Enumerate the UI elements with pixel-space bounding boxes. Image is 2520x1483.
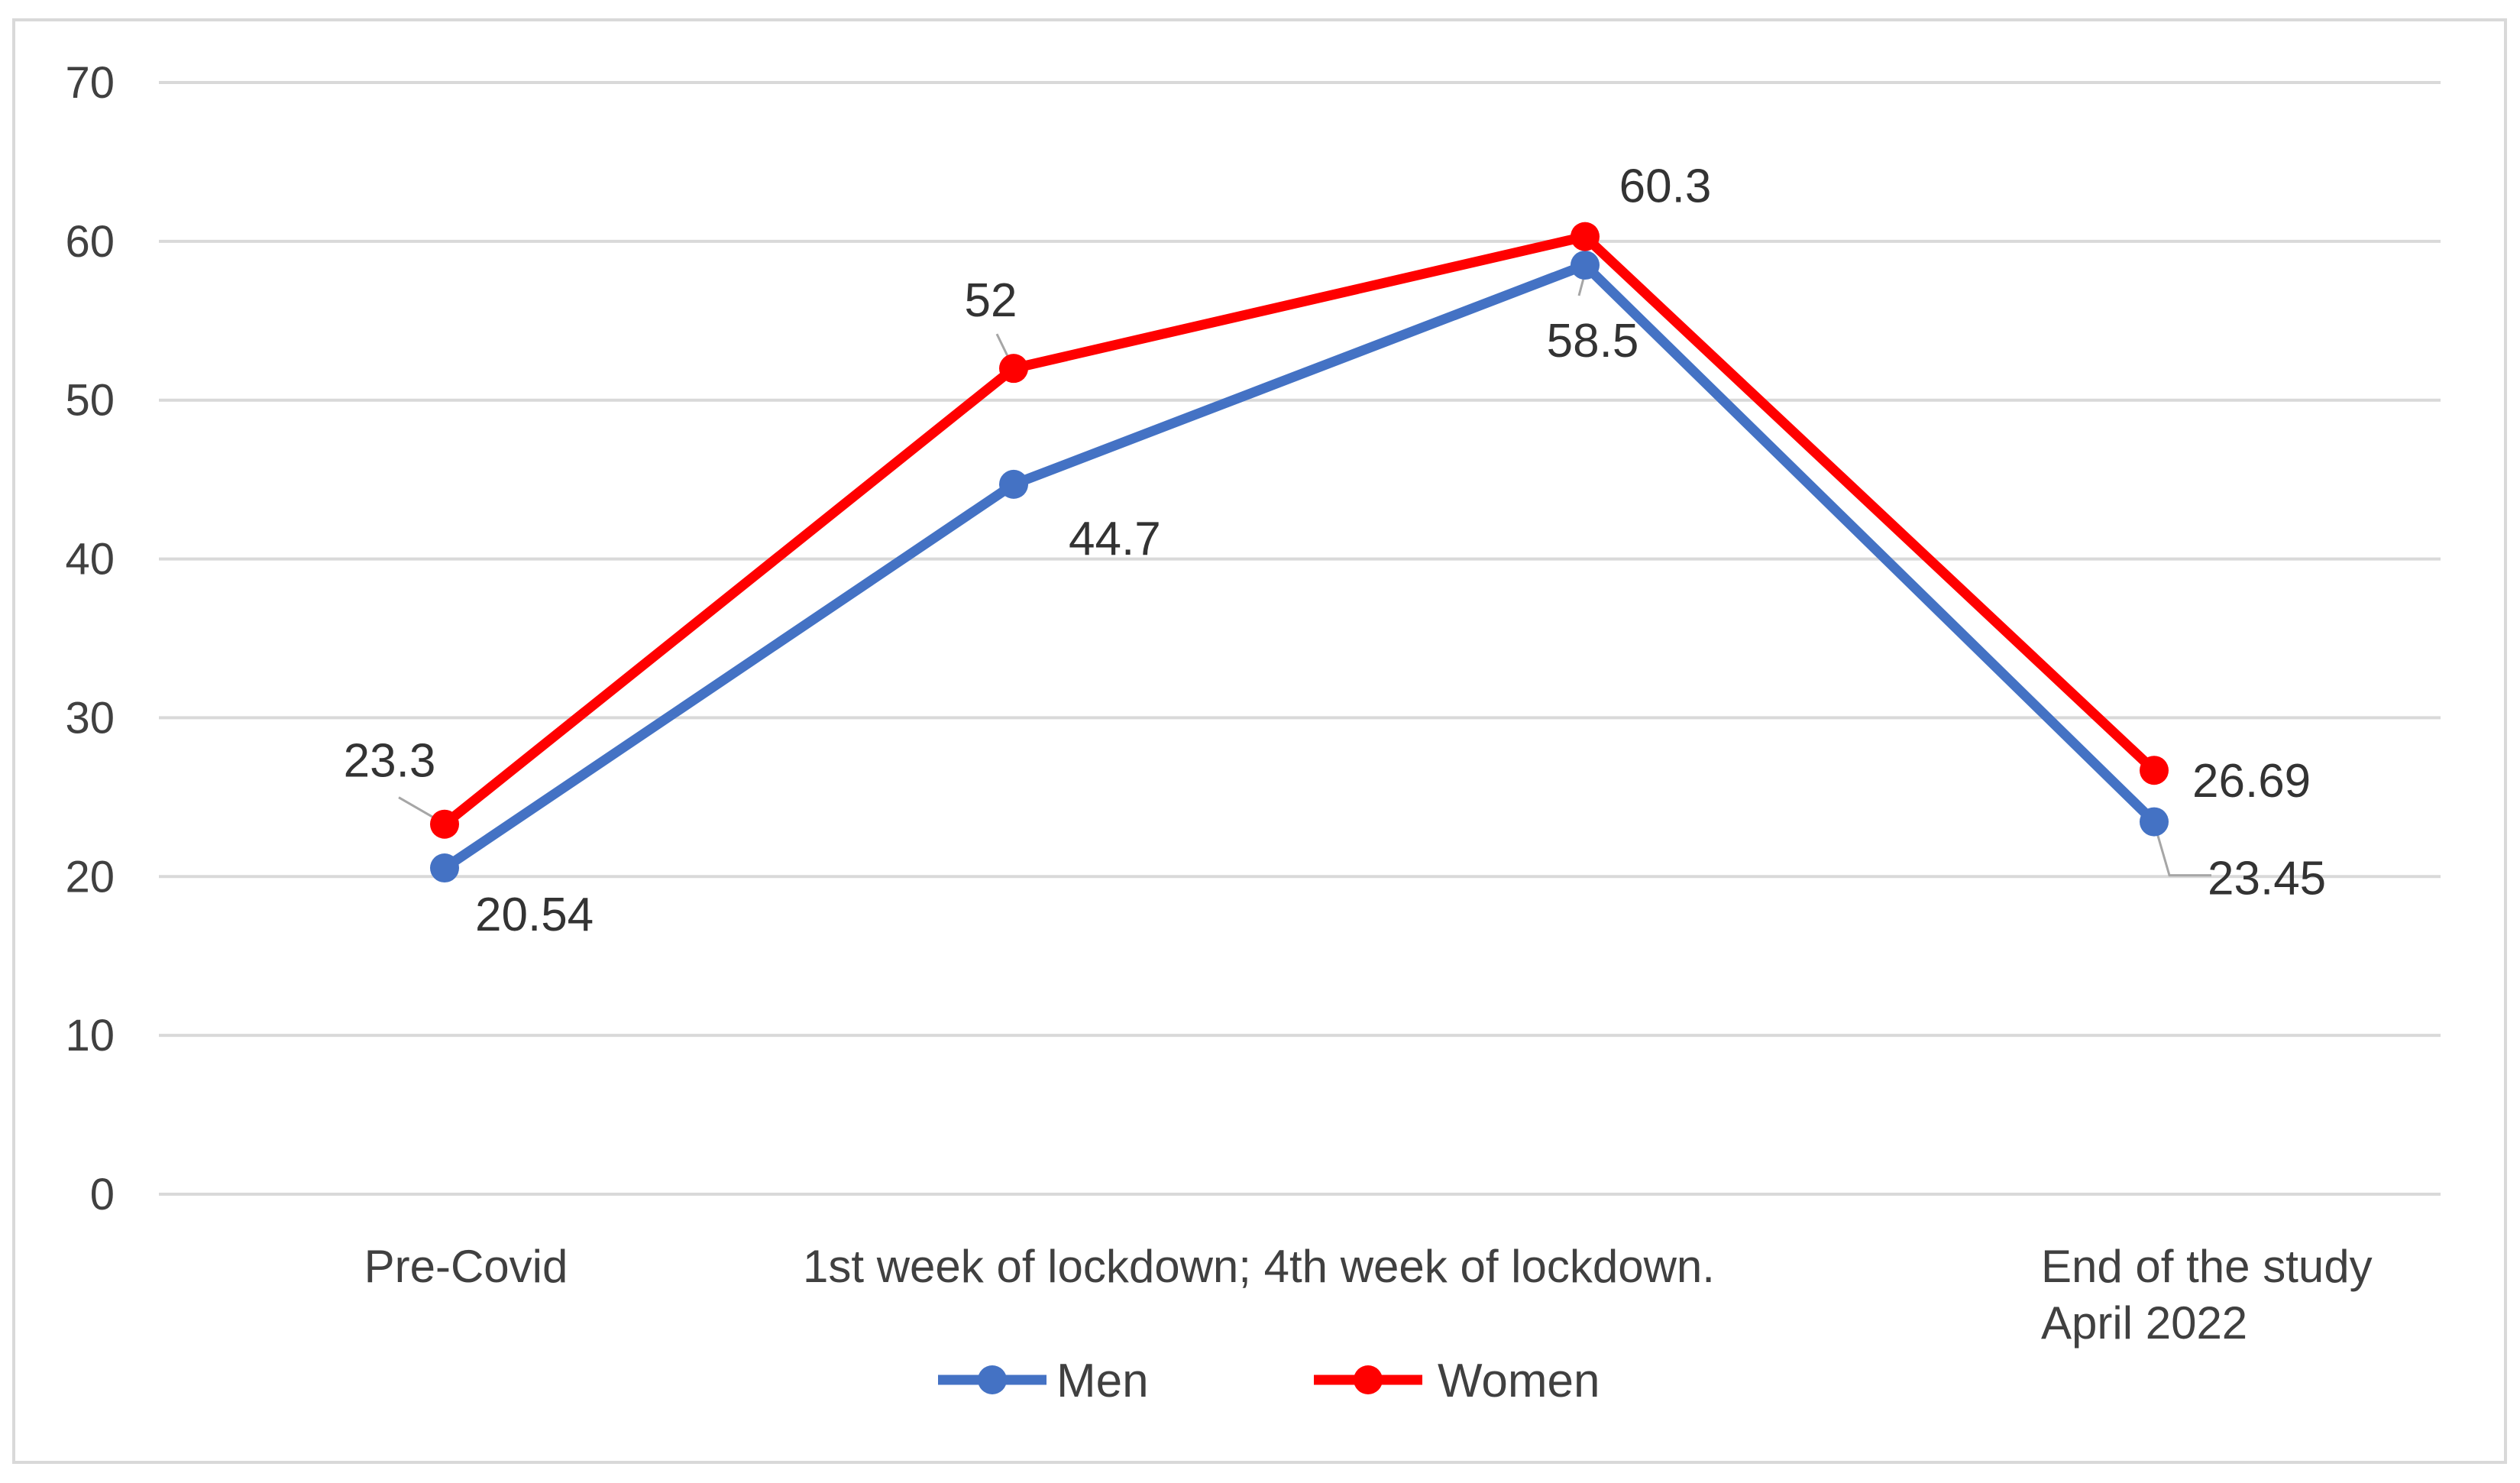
data-label-women-0: 23.3 [344,735,436,788]
y-tick-label-50: 50 [65,376,115,426]
gridlines [159,81,2441,1196]
data-label-men-0: 20.54 [475,889,594,941]
legend-label-women: Women [1438,1355,1600,1407]
data-label-men-3: 23.45 [2208,853,2326,905]
y-tick-label-0: 0 [90,1170,115,1219]
series-line-women [439,232,2159,830]
y-tick-label-40: 40 [65,535,115,584]
marker-women-1 [999,354,1028,384]
marker-men-3 [2140,807,2169,837]
marker-women-0 [430,809,459,839]
data-label-women-2: 60.3 [1619,160,1712,213]
series-men [430,251,2169,883]
marker-men-0 [430,853,459,883]
legend-swatch-marker-women [1354,1365,1383,1394]
x-category-label-2: 4th week of lockdown. [1264,1241,1715,1292]
marker-men-1 [999,469,1028,499]
x-axis-category-labels: Pre-Covid 1st week of lockdown; 4th week … [364,1241,2373,1349]
y-tick-label-30: 30 [65,693,115,743]
legend: Men Women [938,1355,1600,1407]
data-label-men-1: 44.7 [1069,513,1161,565]
leader-line-0 [398,796,439,821]
y-tick-label-60: 60 [65,217,115,267]
x-category-label-0: Pre-Covid [364,1241,568,1292]
series-layer [430,222,2169,883]
data-label-women-3: 26.69 [2192,755,2311,808]
y-tick-label-20: 20 [65,852,115,902]
marker-women-3 [2140,756,2169,785]
leader-line-3 [2156,833,2211,877]
legend-swatch-marker-men [978,1365,1007,1394]
x-category-label-0-line: Pre-Covid [364,1241,568,1292]
data-label-men-2: 58.5 [1547,315,1639,368]
data-labels: 20.54 44.7 58.5 23.45 23.3 52 60.3 26.69 [344,160,2326,941]
y-tick-label-10: 10 [65,1011,115,1060]
legend-label-men: Men [1056,1355,1149,1407]
x-category-label-3-line: End of the study [2041,1241,2373,1292]
chart-border [12,18,2507,1464]
x-category-label-1-2: 1st week of lockdown; 4th week of lockdo… [803,1241,1715,1292]
x-category-label-3-line: April 2022 [2041,1297,2247,1349]
series-line-men [439,260,2159,873]
marker-men-2 [1571,251,1600,280]
marker-women-2 [1571,222,1600,251]
x-category-label-3: End of the study April 2022 [2041,1241,2373,1349]
legend-item-men: Men [938,1355,1149,1407]
legend-item-women: Women [1314,1355,1600,1407]
x-category-label-1: 1st week of lockdown; [803,1241,1264,1292]
series-women [430,222,2169,839]
data-label-women-1: 52 [965,274,1017,327]
y-tick-label-70: 70 [65,58,115,108]
y-axis-tick-labels: 0 10 20 30 40 50 60 70 [65,58,115,1219]
